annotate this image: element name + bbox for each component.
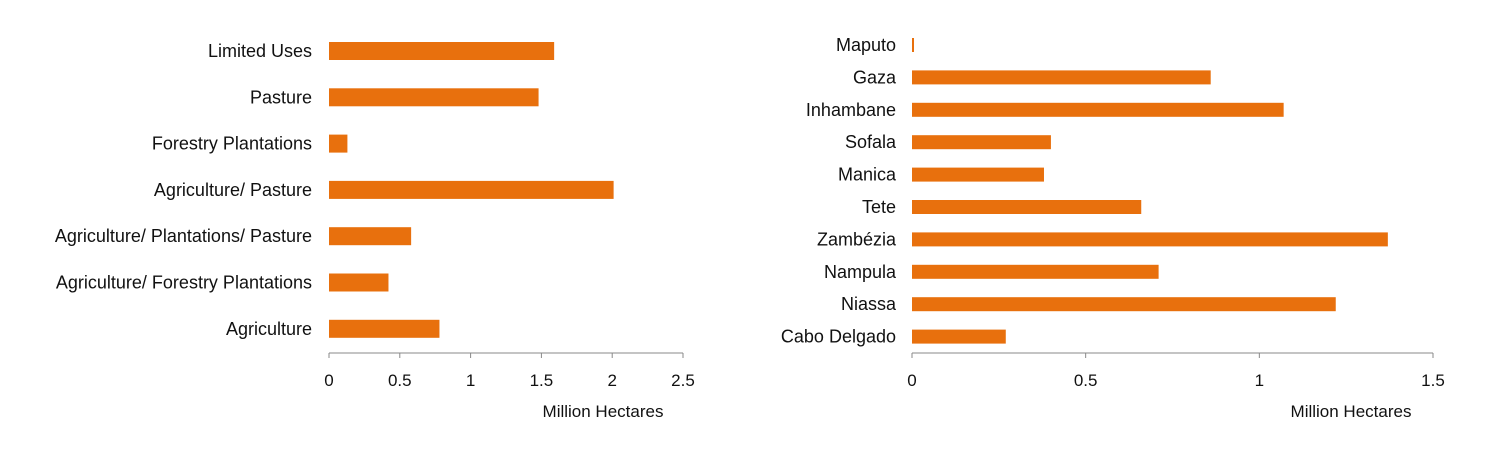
- bar: [329, 180, 614, 199]
- chart-panel-1: Limited Uses Pasture Forestry Plantations A…: [55, 41, 695, 421]
- bar: [912, 264, 1159, 279]
- category-label: Limited Uses: [208, 41, 312, 61]
- category-label: Gaza: [853, 67, 897, 87]
- x-tick-label: 1: [1255, 371, 1264, 390]
- x-tick-label: 0.5: [1074, 371, 1098, 390]
- x-tick-label: 2: [607, 371, 616, 390]
- category-label: Forestry Plantations: [152, 134, 312, 154]
- category-label: Agriculture/ Pasture: [154, 180, 312, 200]
- x-axis-title: Million Hectares: [1291, 402, 1412, 421]
- bar: [329, 319, 440, 338]
- x-tick-label: 0: [324, 371, 333, 390]
- bar: [329, 227, 412, 246]
- category-label: Manica: [838, 165, 897, 185]
- bar: [912, 329, 1006, 344]
- category-label: Pasture: [250, 87, 312, 107]
- bar: [329, 42, 555, 60]
- bar: [912, 70, 1211, 85]
- x-tick-label: 1: [466, 371, 475, 390]
- bar: [912, 167, 1044, 182]
- category-label: Nampula: [824, 262, 897, 282]
- bar: [329, 273, 389, 292]
- category-label: Inhambane: [806, 100, 896, 120]
- bar: [912, 135, 1051, 150]
- category-label: Zambézia: [817, 229, 897, 249]
- category-label: Sofala: [845, 132, 897, 152]
- category-label: Agriculture: [226, 319, 312, 339]
- bar: [912, 102, 1284, 117]
- x-axis-title: Million Hectares: [543, 402, 664, 421]
- x-tick-label: 1.5: [530, 371, 554, 390]
- x-tick-label: 2.5: [671, 371, 695, 390]
- category-label: Cabo Delgado: [781, 327, 896, 347]
- x-tick-label: 0.5: [388, 371, 412, 390]
- x-tick-label: 1.5: [1421, 371, 1445, 390]
- category-label: Niassa: [841, 294, 897, 314]
- category-label: Maputo: [836, 35, 896, 55]
- bar: [329, 134, 348, 153]
- bar: [912, 200, 1142, 214]
- category-label: Tete: [862, 197, 896, 217]
- bar: [912, 232, 1388, 247]
- chart-panel-2: Maputo Gaza Inhambane Sofala Manica Tete Zambé…: [781, 35, 1445, 421]
- bar: [912, 297, 1336, 312]
- bar: [329, 88, 539, 107]
- x-tick-label: 0: [907, 371, 916, 390]
- category-label: Agriculture/ Forestry Plantations: [56, 273, 312, 293]
- bar: [912, 38, 914, 52]
- category-label: Agriculture/ Plantations/ Pasture: [55, 226, 312, 246]
